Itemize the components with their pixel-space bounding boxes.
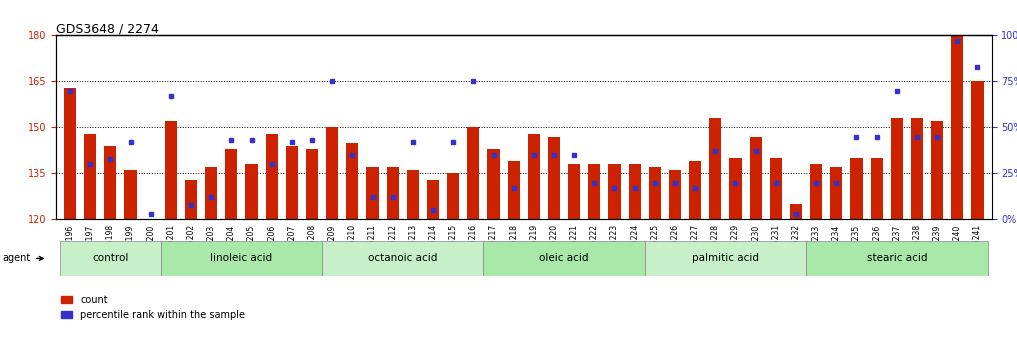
Bar: [467, 127, 479, 219]
Bar: [427, 179, 439, 219]
FancyBboxPatch shape: [645, 241, 806, 276]
Bar: [306, 149, 318, 219]
FancyBboxPatch shape: [806, 241, 988, 276]
Bar: [286, 146, 298, 219]
Bar: [487, 149, 499, 219]
Bar: [811, 164, 822, 219]
Bar: [124, 170, 136, 219]
Bar: [226, 149, 237, 219]
Bar: [265, 133, 278, 219]
Text: stearic acid: stearic acid: [866, 253, 928, 263]
Text: GDS3648 / 2274: GDS3648 / 2274: [56, 22, 159, 35]
Bar: [64, 87, 76, 219]
Text: linoleic acid: linoleic acid: [211, 253, 273, 263]
Bar: [386, 167, 399, 219]
Text: agent: agent: [3, 253, 43, 263]
Bar: [709, 118, 721, 219]
Text: control: control: [93, 253, 128, 263]
Bar: [507, 161, 520, 219]
Bar: [165, 121, 177, 219]
Bar: [871, 158, 883, 219]
Bar: [629, 164, 641, 219]
Bar: [971, 81, 983, 219]
Bar: [528, 133, 540, 219]
Bar: [447, 173, 460, 219]
Bar: [245, 164, 257, 219]
Text: octanoic acid: octanoic acid: [368, 253, 437, 263]
Bar: [770, 158, 782, 219]
Text: palmitic acid: palmitic acid: [692, 253, 759, 263]
FancyBboxPatch shape: [483, 241, 645, 276]
Bar: [951, 20, 963, 219]
Bar: [84, 133, 97, 219]
FancyBboxPatch shape: [60, 241, 161, 276]
Bar: [669, 170, 681, 219]
Text: oleic acid: oleic acid: [539, 253, 589, 263]
Bar: [608, 164, 620, 219]
Bar: [690, 161, 701, 219]
Bar: [790, 204, 802, 219]
Bar: [850, 158, 862, 219]
Bar: [750, 137, 762, 219]
FancyBboxPatch shape: [322, 241, 483, 276]
Bar: [347, 143, 358, 219]
Bar: [569, 164, 581, 219]
Bar: [891, 118, 903, 219]
Bar: [911, 118, 923, 219]
Bar: [326, 127, 339, 219]
Bar: [932, 121, 943, 219]
Bar: [366, 167, 378, 219]
Bar: [830, 167, 842, 219]
FancyBboxPatch shape: [161, 241, 322, 276]
Bar: [649, 167, 661, 219]
Bar: [548, 137, 560, 219]
Bar: [205, 167, 218, 219]
Bar: [185, 179, 197, 219]
Bar: [407, 170, 419, 219]
Bar: [729, 158, 741, 219]
Bar: [105, 146, 116, 219]
Legend: count, percentile rank within the sample: count, percentile rank within the sample: [61, 295, 245, 320]
Bar: [588, 164, 600, 219]
